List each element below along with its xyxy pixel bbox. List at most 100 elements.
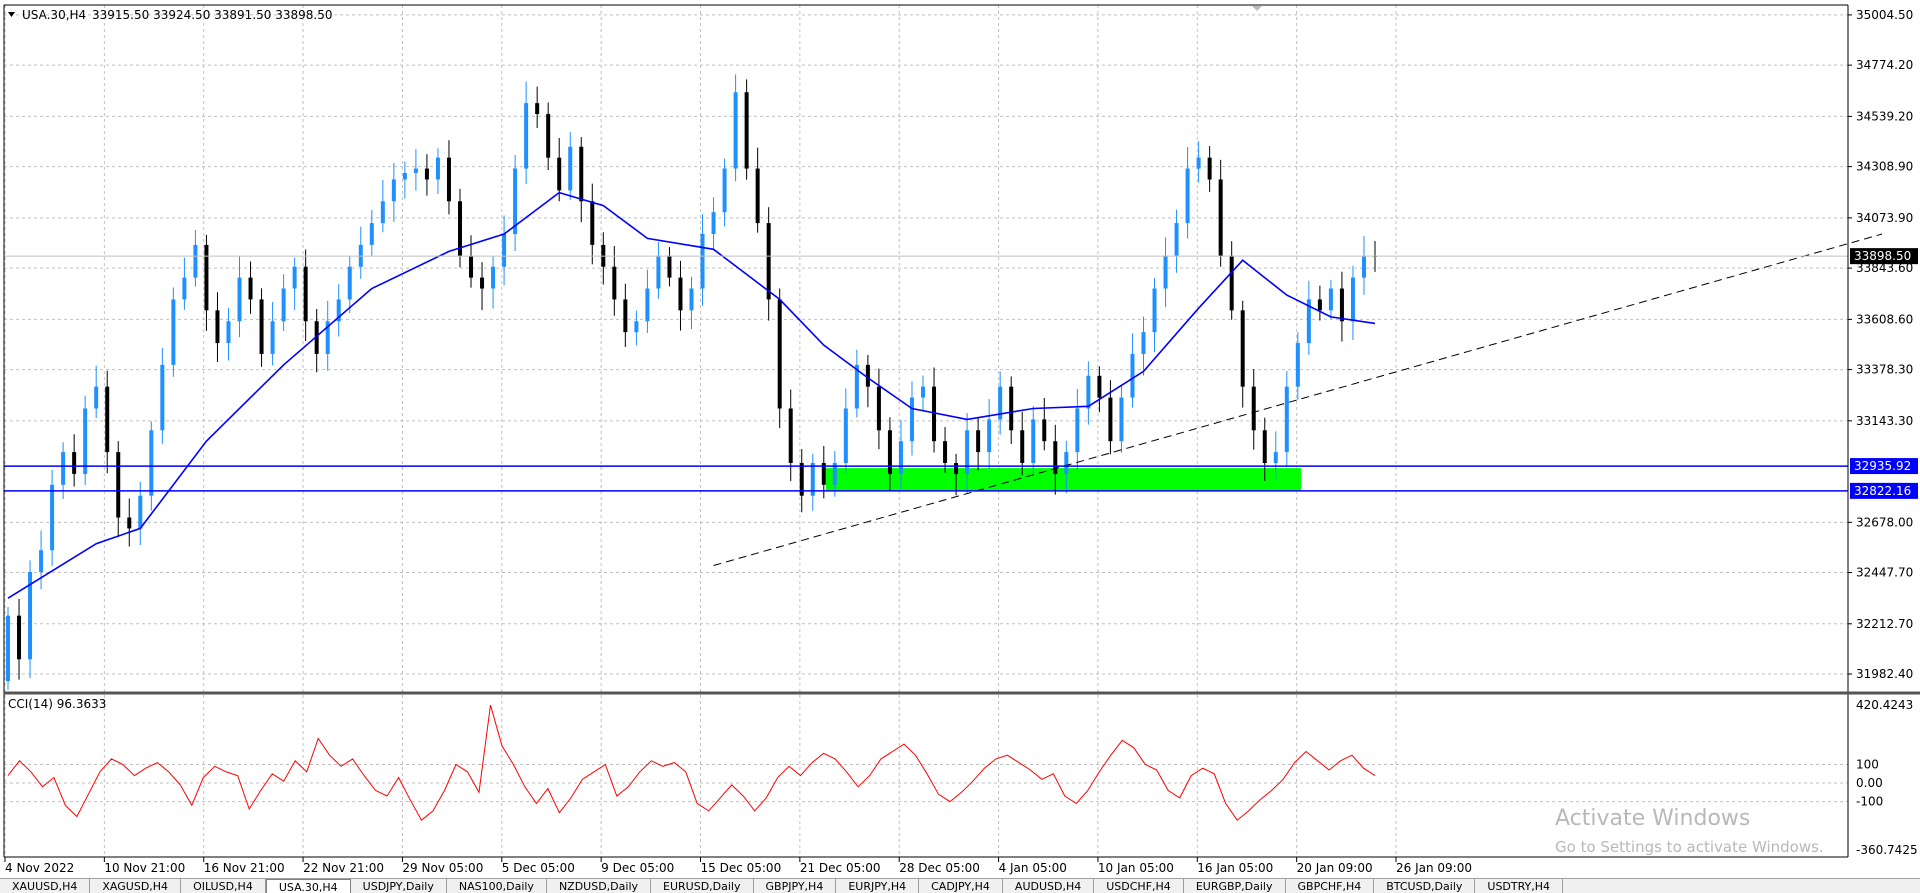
candle-body [281, 288, 286, 322]
candle-body [127, 517, 132, 529]
cci-line [7, 704, 1376, 821]
candle-body [391, 179, 396, 202]
chart-tab[interactable]: EURUSD,Daily [651, 879, 754, 893]
price-tick-label: 33143.30 [1856, 414, 1913, 428]
candle-body [579, 146, 584, 202]
price-tick-label: 34073.90 [1856, 211, 1913, 225]
axes-layer: 35004.50 34774.20 34539.20 34308.90 34073.90… [4, 8, 1913, 875]
symbol-timeframe: USA.30,H4 [22, 8, 86, 22]
candle-body [314, 321, 319, 354]
cci-layer: 420.4243 100 0.00 -100 -360.7425 [4, 698, 1918, 857]
chart-tab[interactable]: BTCUSD,Daily [1374, 879, 1476, 893]
candle-body [17, 615, 22, 660]
chart-shift-marker-icon[interactable] [1252, 6, 1262, 11]
time-tick-label: 21 Dec 05:00 [800, 861, 881, 875]
candle-body [270, 321, 275, 354]
support-zone-rect[interactable] [826, 468, 1301, 491]
current-price-label: 33898.50 [1854, 249, 1911, 263]
overlay-layer: 32935.92 32822.16 33898.50 [4, 191, 1918, 599]
chart-tab[interactable]: NZDUSD,Daily [547, 879, 652, 893]
price-tick-label: 33608.60 [1856, 312, 1913, 326]
chart-tab[interactable]: OILUSD,H4 [181, 879, 266, 893]
candle-body [1185, 168, 1190, 224]
candle-body [182, 277, 187, 300]
price-tick-label: 31982.40 [1856, 667, 1913, 681]
candle-body [446, 157, 451, 202]
candle-body [921, 386, 926, 398]
candle-body [1262, 430, 1267, 463]
level-price-label: 32822.16 [1854, 484, 1911, 498]
time-tick-label: 16 Jan 05:00 [1197, 861, 1273, 875]
time-tick-label: 26 Jan 09:00 [1396, 861, 1472, 875]
candle-body [1207, 157, 1212, 180]
chart-tab[interactable]: XAUUSD,H4 [0, 879, 91, 893]
chart-tab[interactable]: GBPCHF,H4 [1286, 879, 1375, 893]
chart-tab[interactable]: USDJPY,Daily [351, 879, 447, 893]
candle-body [788, 408, 793, 463]
candle-body [1361, 255, 1366, 278]
time-tick-label: 5 Dec 05:00 [502, 861, 575, 875]
chart-tab[interactable]: XAGUSD,H4 [90, 879, 182, 893]
candle-body [259, 299, 264, 354]
candle-body [535, 103, 540, 115]
price-tick-label: 32212.70 [1856, 617, 1913, 631]
chart-tab[interactable]: AUDUSD,H4 [1003, 879, 1095, 893]
collapse-arrow-icon[interactable] [8, 12, 15, 17]
time-tick-label: 15 Dec 05:00 [701, 861, 782, 875]
cci-tick-label: 0.00 [1856, 776, 1883, 790]
candle-body [402, 172, 407, 180]
candle-body [943, 441, 948, 463]
candle-body [171, 299, 176, 365]
chart-tab[interactable]: EURGBP,Daily [1184, 879, 1286, 893]
moving-average-line[interactable] [7, 191, 1376, 599]
candle-body [116, 452, 121, 518]
candle-body [1284, 386, 1289, 453]
candle-body [623, 299, 628, 333]
chart-tabs: XAUUSD,H4 XAGUSD,H4 OILUSD,H4 USA.30,H4 USDJ… [0, 878, 1920, 893]
chart-tab[interactable]: GBPJPY,H4 [754, 879, 837, 893]
candle-body [634, 321, 639, 333]
price-tick-label: 34539.20 [1856, 109, 1913, 123]
time-tick-label: 29 Nov 05:00 [402, 861, 483, 875]
time-tick-label: 4 Jan 05:00 [999, 861, 1067, 875]
candle-body [744, 92, 749, 169]
candle-body [766, 223, 771, 300]
chart-tab[interactable]: EURJPY,H4 [836, 879, 920, 893]
candle-body [546, 114, 551, 158]
candle-body [435, 157, 440, 180]
candle-body [1306, 299, 1311, 344]
candle-body [865, 364, 870, 387]
ohlc-values: 33915.50 33924.50 33891.50 33898.50 [92, 8, 332, 22]
chart-tab[interactable]: USA.30,H4 [265, 879, 351, 893]
candle-body [1086, 375, 1091, 409]
candle-body [1097, 375, 1102, 398]
cci-tick-label: 420.4243 [1856, 698, 1913, 712]
chart-tab[interactable]: USDTRY,H4 [1475, 879, 1564, 893]
chart-grid [4, 5, 1848, 857]
candle-body [843, 408, 848, 463]
candles-layer [6, 74, 1377, 690]
chart-tab[interactable]: CADJPY,H4 [919, 879, 1003, 893]
candle-body [193, 244, 198, 278]
candle-body [689, 288, 694, 311]
chart-tab[interactable]: USDCHF,H4 [1094, 879, 1184, 893]
price-tick-label: 33843.60 [1856, 261, 1913, 275]
candle-body [1295, 343, 1300, 387]
ascending-trendline[interactable] [713, 233, 1883, 566]
candle-body [1163, 255, 1168, 289]
candle-body [998, 386, 1003, 420]
time-tick-label: 20 Jan 09:00 [1297, 861, 1373, 875]
candle-body [39, 550, 44, 573]
candle-body [1130, 353, 1135, 398]
candle-body [1075, 408, 1080, 453]
time-tick-label: 4 Nov 2022 [5, 861, 74, 875]
candle-body [237, 277, 242, 322]
chart-tab[interactable]: NAS100,Daily [447, 879, 547, 893]
candle-body [700, 234, 705, 289]
candle-body [1273, 452, 1278, 463]
candle-body [380, 201, 385, 224]
candle-body [502, 234, 507, 267]
candle-body [28, 572, 33, 660]
candle-body [898, 441, 903, 474]
